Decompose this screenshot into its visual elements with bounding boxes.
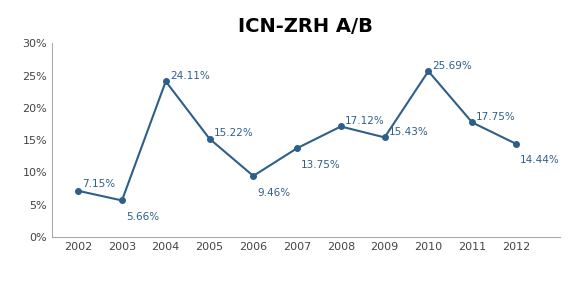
- Text: 5.66%: 5.66%: [126, 212, 159, 222]
- Text: 17.12%: 17.12%: [345, 116, 385, 126]
- Text: 9.46%: 9.46%: [257, 188, 291, 198]
- Text: 25.69%: 25.69%: [433, 61, 473, 71]
- Text: 7.15%: 7.15%: [83, 179, 115, 189]
- Title: ICN-ZRH A/B: ICN-ZRH A/B: [238, 17, 373, 36]
- Text: 15.43%: 15.43%: [389, 127, 429, 137]
- Text: 15.22%: 15.22%: [213, 128, 253, 138]
- Text: 17.75%: 17.75%: [476, 112, 516, 122]
- Text: 24.11%: 24.11%: [170, 71, 209, 81]
- Text: 13.75%: 13.75%: [301, 160, 341, 170]
- Text: 14.44%: 14.44%: [520, 155, 560, 165]
